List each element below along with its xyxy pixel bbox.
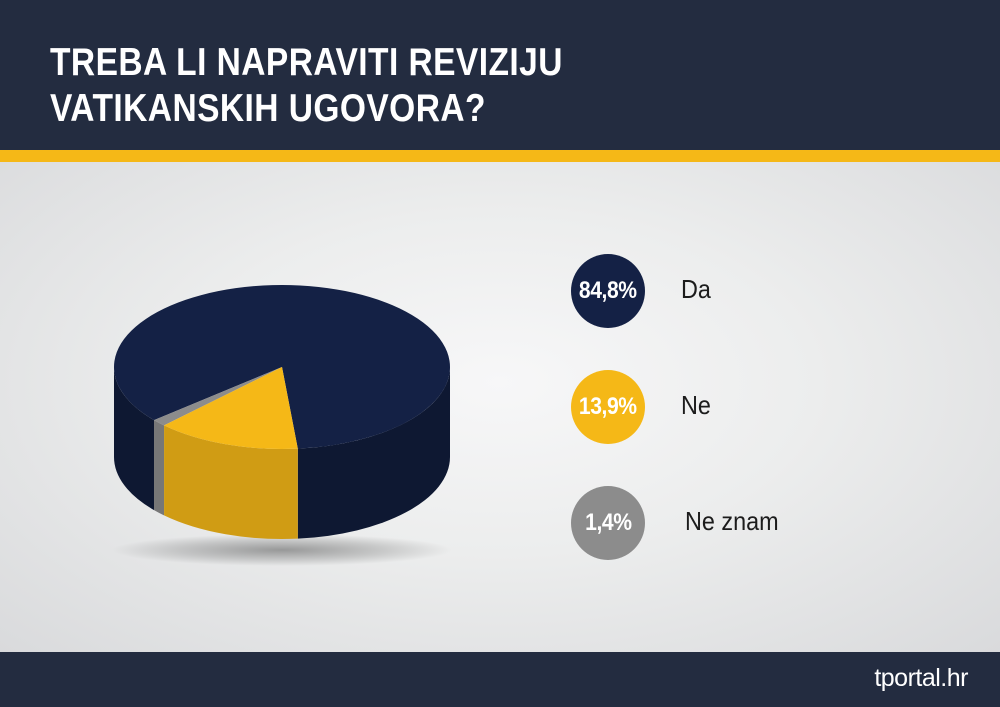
accent-stripe [0,150,1000,162]
legend-item-ne: 13,9% Ne [571,370,891,444]
legend-value-text-ne: 13,9% [579,393,637,420]
legend-item-ne-znam: 1,4% Ne znam [571,486,891,560]
pie-slices [113,285,450,539]
footer-bar: tportal.hr [0,652,1000,707]
pie-side-ne-znam [154,420,165,516]
legend-value-ne-znam: 1,4% [571,486,645,560]
pie-side-da [114,367,155,511]
pie-slice-ne-znam [154,367,282,426]
legend-label-text-ne: Ne [681,390,711,420]
pie-side-da [297,367,450,539]
pie-chart [112,285,452,566]
legend-value-text-da: 84,8% [579,277,637,304]
legend-value-da: 84,8% [571,254,645,328]
pie-slice-ne [164,367,298,449]
legend-label-ne-znam: Ne znam [685,506,789,537]
chart-area: 84,8% Da 13,9% Ne 1,4% Ne znam [0,162,1000,652]
pie-side-ne [164,425,298,539]
legend-label-ne: Ne [681,390,714,421]
legend-value-ne: 13,9% [571,370,645,444]
header-bar: TREBA LI NAPRAVITI REVIZIJU VATIKANSKIH … [0,0,1000,150]
pie-shadow [112,534,452,566]
chart-title: TREBA LI NAPRAVITI REVIZIJU VATIKANSKIH … [50,41,563,130]
pie-slice-da [113,285,450,449]
legend-item-da: 84,8% Da [571,254,891,328]
legend-label-text-da: Da [681,274,711,304]
legend-label-text-ne-znam: Ne znam [685,506,779,536]
legend-value-text-ne-znam: 1,4% [584,509,632,536]
brand-logo: tportal.hr [874,664,968,692]
legend-label-da: Da [681,274,714,305]
